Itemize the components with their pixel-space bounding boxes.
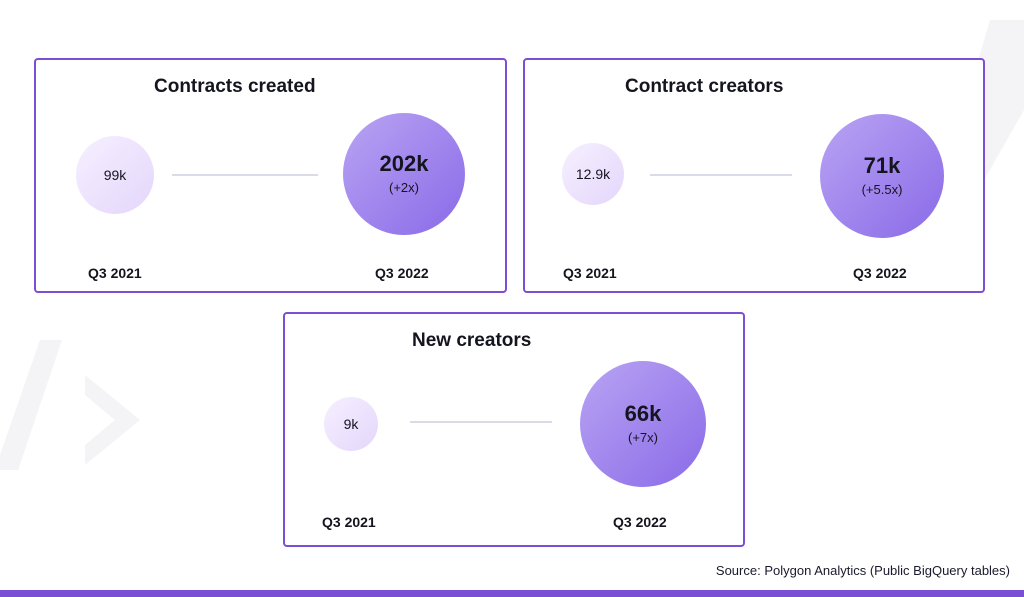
source-note: Source: Polygon Analytics (Public BigQue… bbox=[715, 563, 1010, 578]
period-label: Q3 2021 bbox=[322, 514, 376, 530]
value-label: 66k bbox=[624, 401, 662, 426]
panel-contract-creators: Contract creators 12.9k 71k (+5.5x) Q3 2… bbox=[523, 58, 985, 293]
bottom-accent-bar bbox=[0, 590, 1024, 597]
value-label: 202k bbox=[379, 151, 429, 176]
value-label: 9k bbox=[343, 416, 359, 432]
value-label: 71k bbox=[863, 153, 901, 178]
bubble-q3-2022: 71k (+5.5x) bbox=[820, 114, 944, 238]
period-label: Q3 2021 bbox=[563, 265, 617, 281]
panel-title: Contract creators bbox=[625, 76, 784, 97]
bubble-q3-2022: 202k (+2x) bbox=[343, 113, 465, 235]
panel-title: New creators bbox=[412, 330, 532, 351]
connector-line bbox=[650, 174, 792, 176]
period-label: Q3 2022 bbox=[613, 514, 667, 530]
connector-line bbox=[172, 174, 318, 176]
value-label: 12.9k bbox=[575, 166, 611, 182]
bubble-q3-2021: 9k bbox=[324, 397, 378, 451]
panel-title: Contracts created bbox=[154, 76, 316, 97]
bubble-q3-2022: 66k (+7x) bbox=[580, 361, 706, 487]
period-label: Q3 2022 bbox=[375, 265, 429, 281]
bubble-q3-2021: 99k bbox=[76, 136, 154, 214]
multiplier-label: (+2x) bbox=[389, 180, 419, 195]
multiplier-label: (+7x) bbox=[628, 430, 658, 445]
panel-new-creators: New creators 9k 66k (+7x) Q3 2021 Q3 202… bbox=[283, 312, 745, 547]
connector-line bbox=[410, 421, 552, 423]
period-label: Q3 2022 bbox=[853, 265, 907, 281]
period-label: Q3 2021 bbox=[88, 265, 142, 281]
panel-contracts-created: Contracts created 99k 202k (+2x) Q3 2021… bbox=[34, 58, 507, 293]
multiplier-label: (+5.5x) bbox=[861, 182, 903, 197]
value-label: 99k bbox=[103, 167, 127, 183]
bubble-q3-2021: 12.9k bbox=[562, 143, 624, 205]
